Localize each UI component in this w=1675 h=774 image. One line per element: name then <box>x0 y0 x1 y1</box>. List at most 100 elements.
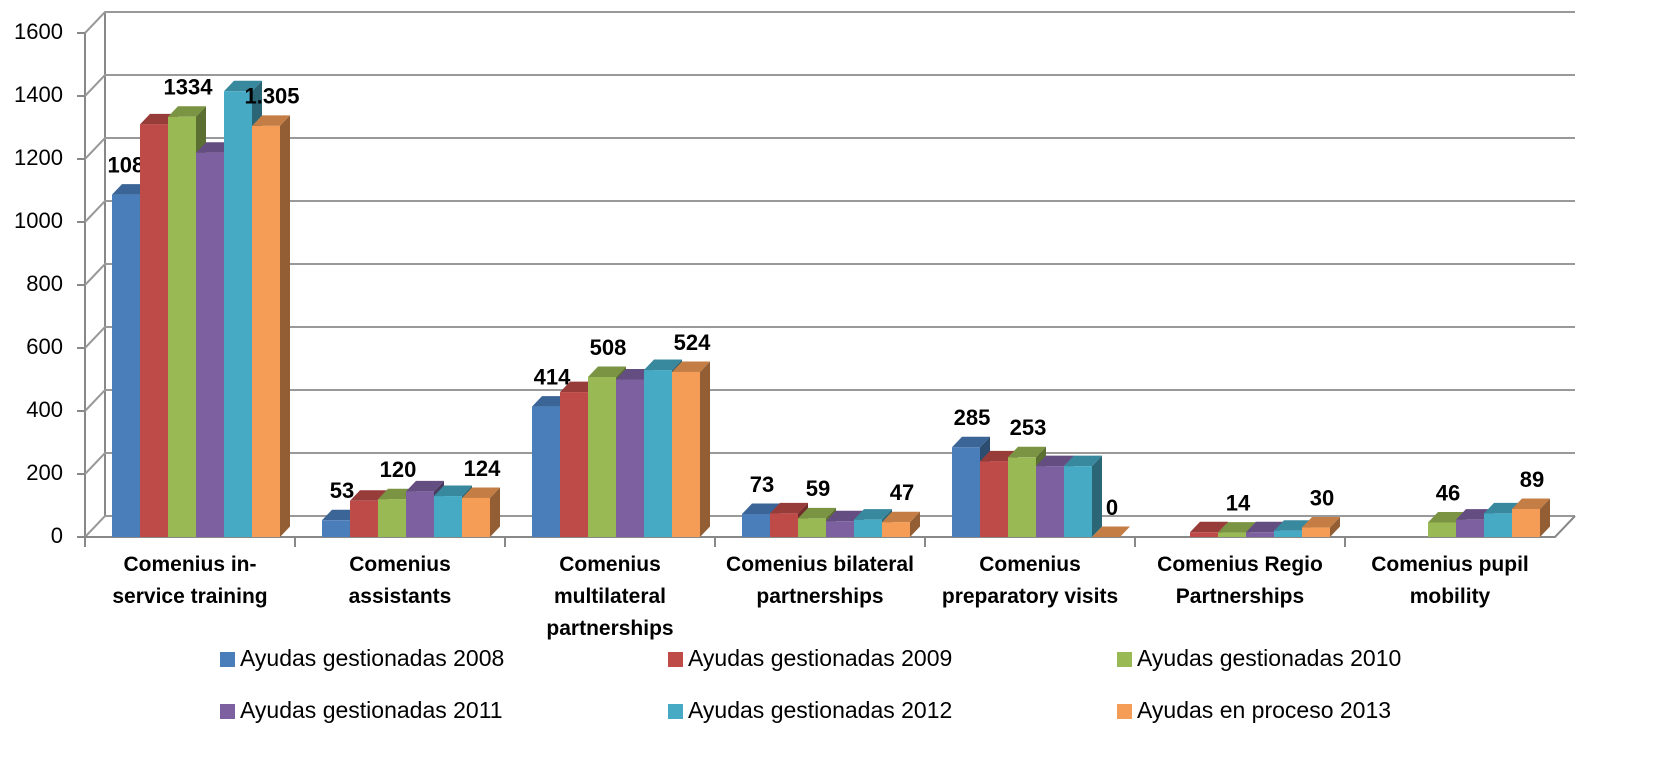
bar-top <box>1246 521 1284 533</box>
bar <box>742 514 770 537</box>
bar <box>1484 513 1512 537</box>
bar-top <box>1092 526 1130 537</box>
bar-top <box>1512 498 1550 509</box>
data-label: 47 <box>890 480 914 505</box>
y-tick-label: 1200 <box>14 145 63 170</box>
grid-line <box>84 389 1575 412</box>
x-tick-label-box: Comenius bilateral partnerships <box>726 553 914 608</box>
bar-top <box>168 106 206 117</box>
legend-swatch <box>668 704 683 719</box>
data-label: 124 <box>464 456 501 481</box>
legend-label: Ayudas gestionadas 2011 <box>240 697 503 723</box>
data-label: 508 <box>590 335 627 360</box>
bar-top <box>1064 455 1102 467</box>
data-label: 53 <box>330 478 354 503</box>
bar <box>1428 522 1456 537</box>
bar-top <box>882 511 920 523</box>
bar-top <box>798 507 836 519</box>
legend-swatch <box>220 704 235 719</box>
bar-side <box>490 487 500 537</box>
grid-line <box>84 326 1575 349</box>
y-tick-label: 1000 <box>14 208 63 233</box>
x-tick-label-box: Comenius multilateral partnerships <box>546 553 673 640</box>
bar <box>434 496 462 537</box>
bar <box>1008 457 1036 537</box>
legend-swatch <box>220 652 235 667</box>
bar <box>980 461 1008 537</box>
bar-top <box>644 359 682 371</box>
bar-side <box>1540 498 1550 537</box>
bar <box>350 500 378 537</box>
data-label: 59 <box>806 476 830 501</box>
bar <box>616 379 644 537</box>
data-label: 1334 <box>164 75 214 100</box>
legend-swatch <box>1117 652 1132 667</box>
bar-top <box>1302 517 1340 528</box>
y-tick-label: 800 <box>26 271 63 296</box>
bar <box>322 520 350 537</box>
data-label: 253 <box>1010 415 1047 440</box>
x-tick-label-box: Comenius Regio Partnerships <box>1157 553 1323 608</box>
x-tick-label: Comenius in-service training <box>112 553 268 608</box>
bar <box>1246 532 1274 537</box>
x-tick-label: Comenius preparatory visits <box>941 553 1119 608</box>
bar <box>1512 508 1540 537</box>
bar-side <box>1092 455 1102 537</box>
data-label: 30 <box>1310 485 1334 510</box>
grid-line <box>84 11 1575 34</box>
bar <box>644 370 672 537</box>
bar <box>112 194 140 537</box>
bar <box>1218 532 1246 537</box>
bar-top <box>854 509 892 520</box>
y-tick-label: 0 <box>51 523 63 548</box>
bar-side <box>280 115 290 538</box>
bar <box>196 152 224 537</box>
grid-line <box>84 200 1575 223</box>
data-label: 73 <box>750 472 774 497</box>
bar <box>1302 527 1330 537</box>
y-tick-label: 1600 <box>14 19 63 44</box>
data-label: 14 <box>1226 490 1251 515</box>
bar-top <box>406 480 444 492</box>
bar-side <box>910 511 920 537</box>
bar <box>854 519 882 537</box>
legend-swatch <box>668 652 683 667</box>
x-tick-label-box: Comenius preparatory visits <box>941 553 1119 608</box>
data-label: 285 <box>954 405 991 430</box>
bar <box>462 497 490 537</box>
bar <box>224 91 252 538</box>
x-tick-label: Comenius pupil mobility <box>1371 553 1529 608</box>
bar-top <box>434 485 472 497</box>
legend-swatch <box>1117 704 1132 719</box>
bar-top <box>1190 521 1228 533</box>
bar <box>406 491 434 537</box>
bar-top <box>1218 522 1256 533</box>
bar <box>672 371 700 537</box>
grid-line <box>84 263 1575 286</box>
bar-top <box>952 436 990 448</box>
bar <box>1064 466 1092 537</box>
x-tick-label-box: Comenius in-service training <box>112 553 268 608</box>
bar-top <box>350 490 388 501</box>
grid-line <box>84 137 1575 160</box>
bar <box>1456 519 1484 537</box>
bar <box>770 513 798 537</box>
bar <box>378 499 406 537</box>
y-tick-label: 600 <box>26 334 63 359</box>
x-tick-label: Comenius bilateral partnerships <box>726 553 914 608</box>
bar <box>588 376 616 537</box>
bar-top <box>1008 446 1046 458</box>
x-tick-label-box: Comenius assistants <box>348 553 452 608</box>
data-label: 89 <box>1520 467 1544 492</box>
legend-label: Ayudas gestionadas 2012 <box>688 697 952 723</box>
bar-top <box>462 487 500 498</box>
bar <box>140 124 168 537</box>
bar <box>168 116 196 537</box>
bar <box>1190 532 1218 537</box>
x-tick-label: Comenius assistants <box>348 553 452 608</box>
bar-top <box>224 80 262 92</box>
y-tick-label: 400 <box>26 397 63 422</box>
legend-label: Ayudas gestionadas 2008 <box>240 645 504 671</box>
bar <box>1274 530 1302 537</box>
